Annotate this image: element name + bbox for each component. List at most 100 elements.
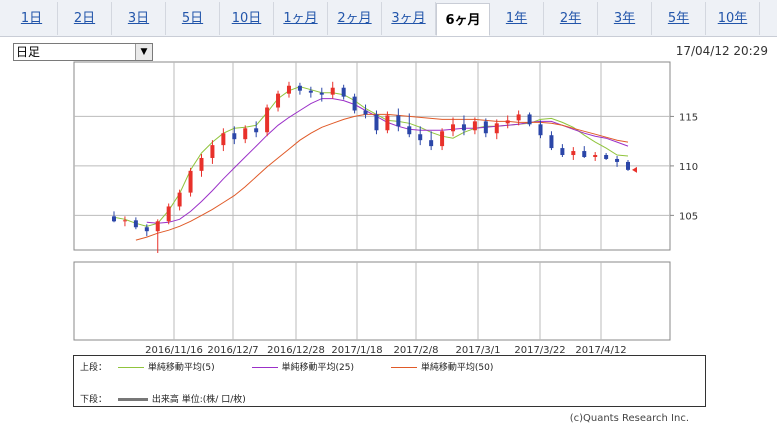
candle-body-46 (615, 158, 620, 162)
x-tick-label-4: 2017/2/8 (394, 345, 439, 356)
candle-body-44 (593, 155, 598, 157)
period-tab-bar: 1日 2日 3日 5日 10日 1ヶ月 2ヶ月 3ヶ月 6ヶ月 1年 2年 3年 5年 10年 (0, 0, 777, 37)
candle-body-29 (429, 140, 434, 147)
candle-body-36 (505, 120, 510, 124)
candle-body-4 (155, 221, 160, 232)
legend-ma5: 単純移動平均(5) (110, 360, 215, 373)
candle-body-23 (363, 110, 368, 115)
legend-lower-label: 下段： (80, 395, 108, 405)
last-price-marker (632, 166, 637, 173)
candle-body-15 (276, 93, 281, 108)
candle-body-14 (265, 107, 270, 133)
candle-body-38 (527, 114, 532, 125)
legend-ma50-swatch (390, 367, 417, 368)
price-panel (73, 61, 671, 251)
legend-upper-row: 上段： 単純移動平均(5) 単純移動平均(25) 単純移動平均(50) (80, 360, 519, 373)
legend: 上段： 単純移動平均(5) 単純移動平均(25) 単純移動平均(50) 下段： … (73, 355, 706, 407)
candle-body-1 (122, 220, 127, 222)
candle-body-35 (494, 123, 499, 134)
candle-body-33 (472, 121, 477, 131)
legend-ma25-swatch (251, 367, 278, 368)
legend-ma5-swatch (117, 367, 144, 368)
tab-period-12[interactable]: 5年 (652, 2, 706, 35)
candle-body-34 (483, 121, 488, 134)
candle-body-24 (374, 114, 379, 131)
candle-body-8 (199, 157, 204, 171)
tab-period-4[interactable]: 10日 (220, 2, 274, 35)
tab-period-13[interactable]: 10年 (706, 2, 760, 35)
candle-body-18 (308, 90, 313, 93)
candle-body-40 (549, 135, 554, 149)
y-tick-label-1: 110 (679, 162, 698, 173)
tab-period-1[interactable]: 2日 (58, 2, 112, 35)
x-tick-label-0: 2016/11/16 (145, 345, 203, 356)
candle-body-9 (210, 145, 215, 158)
candle-body-5 (166, 206, 171, 222)
tab-period-2[interactable]: 3日 (112, 2, 166, 35)
tab-period-6[interactable]: 2ヶ月 (328, 2, 382, 35)
ma-line-0 (113, 86, 629, 227)
candle-body-37 (516, 114, 521, 121)
tab-period-11[interactable]: 3年 (598, 2, 652, 35)
candle-body-11 (232, 133, 237, 140)
legend-ma50: 単純移動平均(50) (383, 360, 493, 373)
legend-ma5-label: 単純移動平均(5) (147, 363, 215, 373)
candle-body-43 (582, 151, 587, 157)
legend-ma25: 単純移動平均(25) (244, 360, 354, 373)
candle-body-45 (604, 155, 609, 159)
candle-body-27 (407, 126, 412, 135)
tab-period-9[interactable]: 1年 (490, 2, 544, 35)
timestamp: 17/04/12 20:29 (675, 44, 768, 58)
candle-body-41 (560, 148, 565, 156)
tab-period-5[interactable]: 1ヶ月 (274, 2, 328, 35)
candle-body-13 (254, 128, 259, 133)
period-select-value: 日足 (16, 45, 41, 59)
legend-volume-label: 出来高 単位:(株/ 口/枚) (151, 395, 246, 405)
candle-body-16 (286, 85, 291, 94)
candle-body-28 (418, 134, 423, 141)
x-tick-label-6: 2017/3/22 (514, 345, 565, 356)
candle-body-12 (243, 128, 248, 140)
candle-body-19 (319, 92, 324, 95)
x-tick-label-1: 2016/12/7 (207, 345, 258, 356)
tab-period-8[interactable]: 6ヶ月 (436, 3, 490, 36)
candle-body-31 (451, 124, 456, 132)
tab-period-0[interactable]: 1日 (6, 2, 58, 35)
x-tick-label-5: 2017/3/1 (456, 345, 501, 356)
candle-body-20 (330, 87, 335, 95)
legend-lower-row: 下段： 出来高 単位:(株/ 口/枚) (80, 392, 246, 405)
candle-body-32 (461, 124, 466, 131)
tab-period-7[interactable]: 3ヶ月 (382, 2, 436, 35)
ma-line-2 (135, 113, 629, 241)
candle-body-17 (297, 85, 302, 91)
candle-body-39 (538, 124, 543, 136)
candle-body-6 (177, 192, 182, 207)
candle-body-3 (144, 227, 149, 232)
candle-body-47 (626, 161, 630, 170)
x-tick-label-7: 2017/4/12 (575, 345, 626, 356)
legend-upper-label: 上段： (80, 363, 108, 373)
tab-period-3[interactable]: 5日 (166, 2, 220, 35)
candle-body-26 (396, 115, 401, 127)
candle-body-42 (571, 151, 576, 156)
candle-body-7 (188, 170, 193, 193)
y-tick-label-0: 115 (679, 112, 698, 123)
candle-body-25 (385, 115, 390, 131)
y-tick-label-2: 105 (679, 211, 698, 222)
copyright: (c)Quants Research Inc. (569, 413, 689, 424)
x-tick-label-2: 2016/12/28 (267, 345, 325, 356)
candle-body-21 (341, 87, 346, 97)
legend-ma25-label: 単純移動平均(25) (281, 363, 354, 373)
candle-body-0 (112, 216, 116, 222)
period-select[interactable]: 日足 ▼ (13, 43, 153, 61)
candle-body-22 (352, 96, 357, 111)
legend-volume-swatch (117, 398, 148, 401)
tab-period-10[interactable]: 2年 (544, 2, 598, 35)
candle-body-10 (221, 133, 226, 146)
candle-body-2 (133, 220, 138, 228)
volume-panel (73, 261, 671, 341)
legend-ma50-label: 単純移動平均(50) (420, 363, 494, 373)
x-tick-label-3: 2017/1/18 (331, 345, 382, 356)
chevron-down-icon[interactable]: ▼ (135, 44, 152, 60)
